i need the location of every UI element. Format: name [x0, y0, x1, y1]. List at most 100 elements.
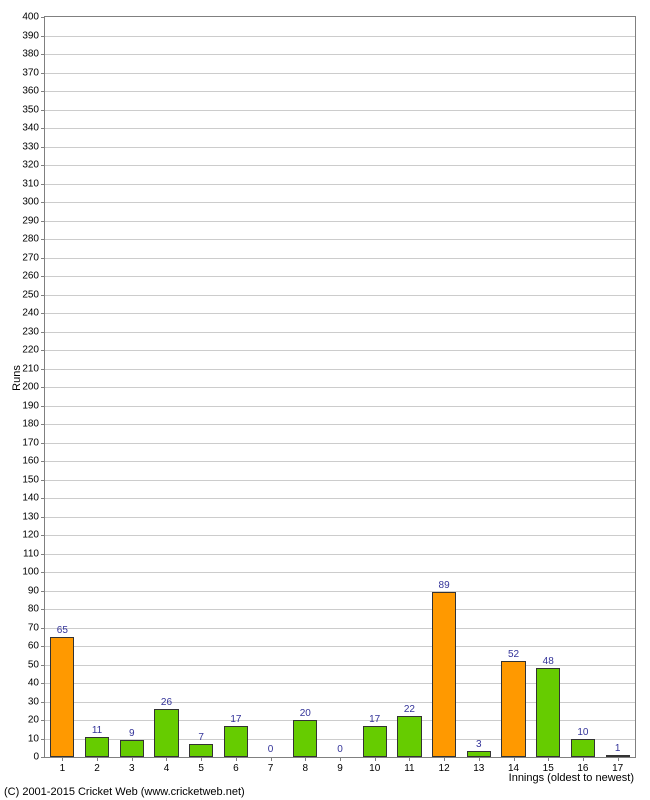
bar-value-label: 65 — [57, 625, 68, 636]
y-tick-mark — [41, 239, 45, 240]
y-tick-mark — [41, 258, 45, 259]
gridline — [45, 369, 635, 370]
chart-container: 0102030405060708090100110120130140150160… — [0, 0, 650, 800]
y-tick-label: 310 — [22, 178, 39, 189]
bar: 9 — [120, 740, 144, 757]
gridline — [45, 295, 635, 296]
x-tick-mark — [583, 757, 584, 761]
y-tick-label: 160 — [22, 456, 39, 467]
y-tick-mark — [41, 757, 45, 758]
x-tick-mark — [340, 757, 341, 761]
x-tick-mark — [375, 757, 376, 761]
y-tick-mark — [41, 665, 45, 666]
y-tick-mark — [41, 36, 45, 37]
copyright-text: (C) 2001-2015 Cricket Web (www.cricketwe… — [4, 786, 245, 798]
bar: 17 — [224, 726, 248, 757]
y-tick-label: 230 — [22, 326, 39, 337]
y-tick-mark — [41, 480, 45, 481]
y-tick-mark — [41, 739, 45, 740]
bar-value-label: 17 — [369, 714, 380, 725]
y-tick-label: 130 — [22, 511, 39, 522]
y-tick-label: 10 — [28, 733, 39, 744]
x-tick-mark — [305, 757, 306, 761]
gridline — [45, 609, 635, 610]
y-tick-mark — [41, 276, 45, 277]
y-tick-label: 290 — [22, 215, 39, 226]
y-tick-mark — [41, 702, 45, 703]
y-tick-mark — [41, 646, 45, 647]
y-tick-mark — [41, 683, 45, 684]
y-tick-label: 40 — [28, 678, 39, 689]
y-tick-mark — [41, 332, 45, 333]
y-tick-label: 110 — [23, 548, 39, 559]
x-tick-label: 2 — [94, 763, 100, 774]
y-tick-mark — [41, 110, 45, 111]
bar-value-label: 20 — [300, 708, 311, 719]
x-tick-mark — [97, 757, 98, 761]
y-tick-mark — [41, 91, 45, 92]
y-tick-mark — [41, 628, 45, 629]
bar-value-label: 26 — [161, 697, 172, 708]
gridline — [45, 480, 635, 481]
gridline — [45, 535, 635, 536]
x-tick-mark — [62, 757, 63, 761]
y-tick-mark — [41, 720, 45, 721]
gridline — [45, 54, 635, 55]
bar-value-label: 0 — [337, 744, 343, 755]
x-tick-mark — [166, 757, 167, 761]
y-tick-label: 200 — [22, 382, 39, 393]
y-tick-label: 350 — [22, 104, 39, 115]
y-tick-label: 190 — [22, 400, 39, 411]
gridline — [45, 165, 635, 166]
gridline — [45, 110, 635, 111]
y-tick-label: 280 — [22, 234, 39, 245]
x-tick-label: 8 — [303, 763, 309, 774]
y-tick-label: 360 — [22, 86, 39, 97]
bar: 22 — [397, 716, 421, 757]
y-tick-mark — [41, 17, 45, 18]
y-tick-label: 180 — [22, 419, 39, 430]
y-tick-label: 270 — [22, 252, 39, 263]
gridline — [45, 517, 635, 518]
y-tick-label: 0 — [33, 752, 39, 763]
y-tick-label: 140 — [22, 493, 39, 504]
x-tick-label: 10 — [369, 763, 380, 774]
x-tick-mark — [201, 757, 202, 761]
y-tick-label: 170 — [22, 437, 39, 448]
gridline — [45, 313, 635, 314]
gridline — [45, 276, 635, 277]
y-tick-label: 20 — [28, 715, 39, 726]
y-tick-label: 220 — [22, 345, 39, 356]
gridline — [45, 554, 635, 555]
y-tick-mark — [41, 221, 45, 222]
y-tick-label: 390 — [22, 30, 39, 41]
bar: 89 — [432, 592, 456, 757]
y-tick-label: 150 — [22, 474, 39, 485]
x-tick-mark — [444, 757, 445, 761]
y-tick-label: 300 — [22, 197, 39, 208]
y-tick-label: 100 — [22, 567, 39, 578]
bar: 52 — [501, 661, 525, 757]
x-tick-label: 4 — [164, 763, 170, 774]
gridline — [45, 202, 635, 203]
y-tick-label: 370 — [22, 67, 39, 78]
gridline — [45, 461, 635, 462]
y-tick-label: 380 — [22, 49, 39, 60]
y-tick-mark — [41, 424, 45, 425]
gridline — [45, 591, 635, 592]
y-tick-mark — [41, 147, 45, 148]
y-tick-mark — [41, 572, 45, 573]
y-tick-label: 400 — [22, 12, 39, 23]
bar: 3 — [467, 751, 491, 757]
y-tick-label: 80 — [28, 604, 39, 615]
x-tick-mark — [132, 757, 133, 761]
bar-value-label: 10 — [577, 727, 588, 738]
gridline — [45, 258, 635, 259]
gridline — [45, 147, 635, 148]
x-tick-mark — [409, 757, 410, 761]
gridline — [45, 332, 635, 333]
gridline — [45, 221, 635, 222]
x-tick-label: 11 — [404, 763, 414, 774]
gridline — [45, 91, 635, 92]
bar-value-label: 11 — [92, 725, 102, 736]
